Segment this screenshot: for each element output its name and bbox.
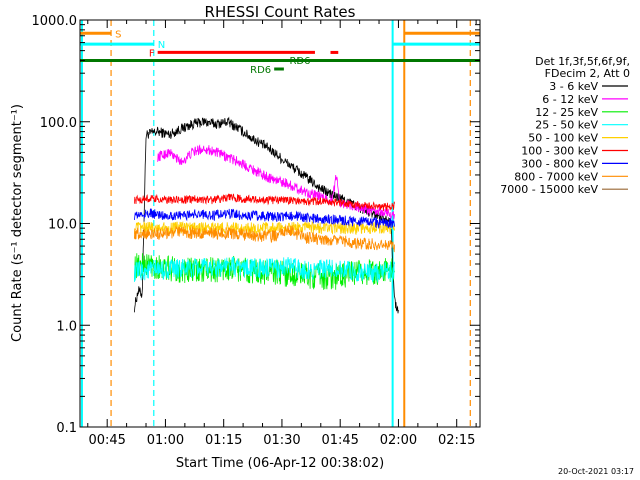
legend-label-1: 6 - 12 keV <box>542 93 598 106</box>
x-tick-label-4: 01:45 <box>321 433 358 448</box>
series-line-5 <box>134 193 395 212</box>
x-tick-label-5: 02:00 <box>380 433 417 448</box>
interval-label-7: RD6 <box>250 65 271 76</box>
interval-labels: S NF RD6 RD6 <box>115 29 310 76</box>
legend-label-6: 300 - 800 keV <box>521 157 598 170</box>
series-line-3 <box>134 256 395 283</box>
interval-label-0: S <box>115 29 121 40</box>
legend-label-5: 100 - 300 keV <box>521 145 598 158</box>
footer-date: 20-Oct-2021 03:17 <box>558 467 634 476</box>
legend-header-1: FDecim 2, Att 0 <box>545 67 630 80</box>
y-tick-label-4: 1000.0 <box>32 14 78 29</box>
legend-label-4: 50 - 100 keV <box>528 132 598 145</box>
legend-label-0: 3 - 6 keV <box>549 80 598 93</box>
interval-label-2: N <box>158 40 165 51</box>
x-tick-label-6: 02:15 <box>438 433 475 448</box>
legend-label-3: 25 - 50 keV <box>535 119 598 132</box>
y-tick-label-2: 10.0 <box>48 218 77 233</box>
chart-title: RHESSI Count Rates <box>205 3 356 21</box>
legend-header-0: Det 1f,3f,5f,6f,9f, <box>535 55 630 68</box>
axis-layer: 00:45 01:00 01:15 01:30 01:45 02:00 02:15 0.1 1.… <box>32 14 480 448</box>
x-tick-label-1: 01:00 <box>147 433 184 448</box>
legend-label-2: 12 - 25 keV <box>535 106 598 119</box>
y-tick-label-3: 100.0 <box>40 116 77 131</box>
x-tick-label-0: 00:45 <box>88 433 125 448</box>
legend: Det 1f,3f,5f,6f,9f,FDecim 2, Att 03 - 6 … <box>500 55 630 196</box>
x-axis-label: Start Time (06-Apr-12 00:38:02) <box>176 456 384 471</box>
interval-label-8: RD6 <box>289 56 310 67</box>
series-line-6 <box>134 208 395 229</box>
series-line-7 <box>134 225 395 253</box>
y-axis-label: Count Rate (s⁻¹ detector segment⁻¹) <box>10 104 25 342</box>
series-line-1 <box>157 144 395 220</box>
y-tick-label-0: 0.1 <box>56 421 77 436</box>
legend-label-7: 800 - 7000 keV <box>514 170 598 183</box>
series-layer <box>134 116 399 314</box>
x-tick-label-3: 01:30 <box>263 433 300 448</box>
interval-label-4: F <box>149 48 155 59</box>
x-tick-label-2: 01:15 <box>205 433 242 448</box>
y-tick-label-1: 1.0 <box>56 319 77 334</box>
legend-label-8: 7000 - 15000 keV <box>500 183 598 196</box>
